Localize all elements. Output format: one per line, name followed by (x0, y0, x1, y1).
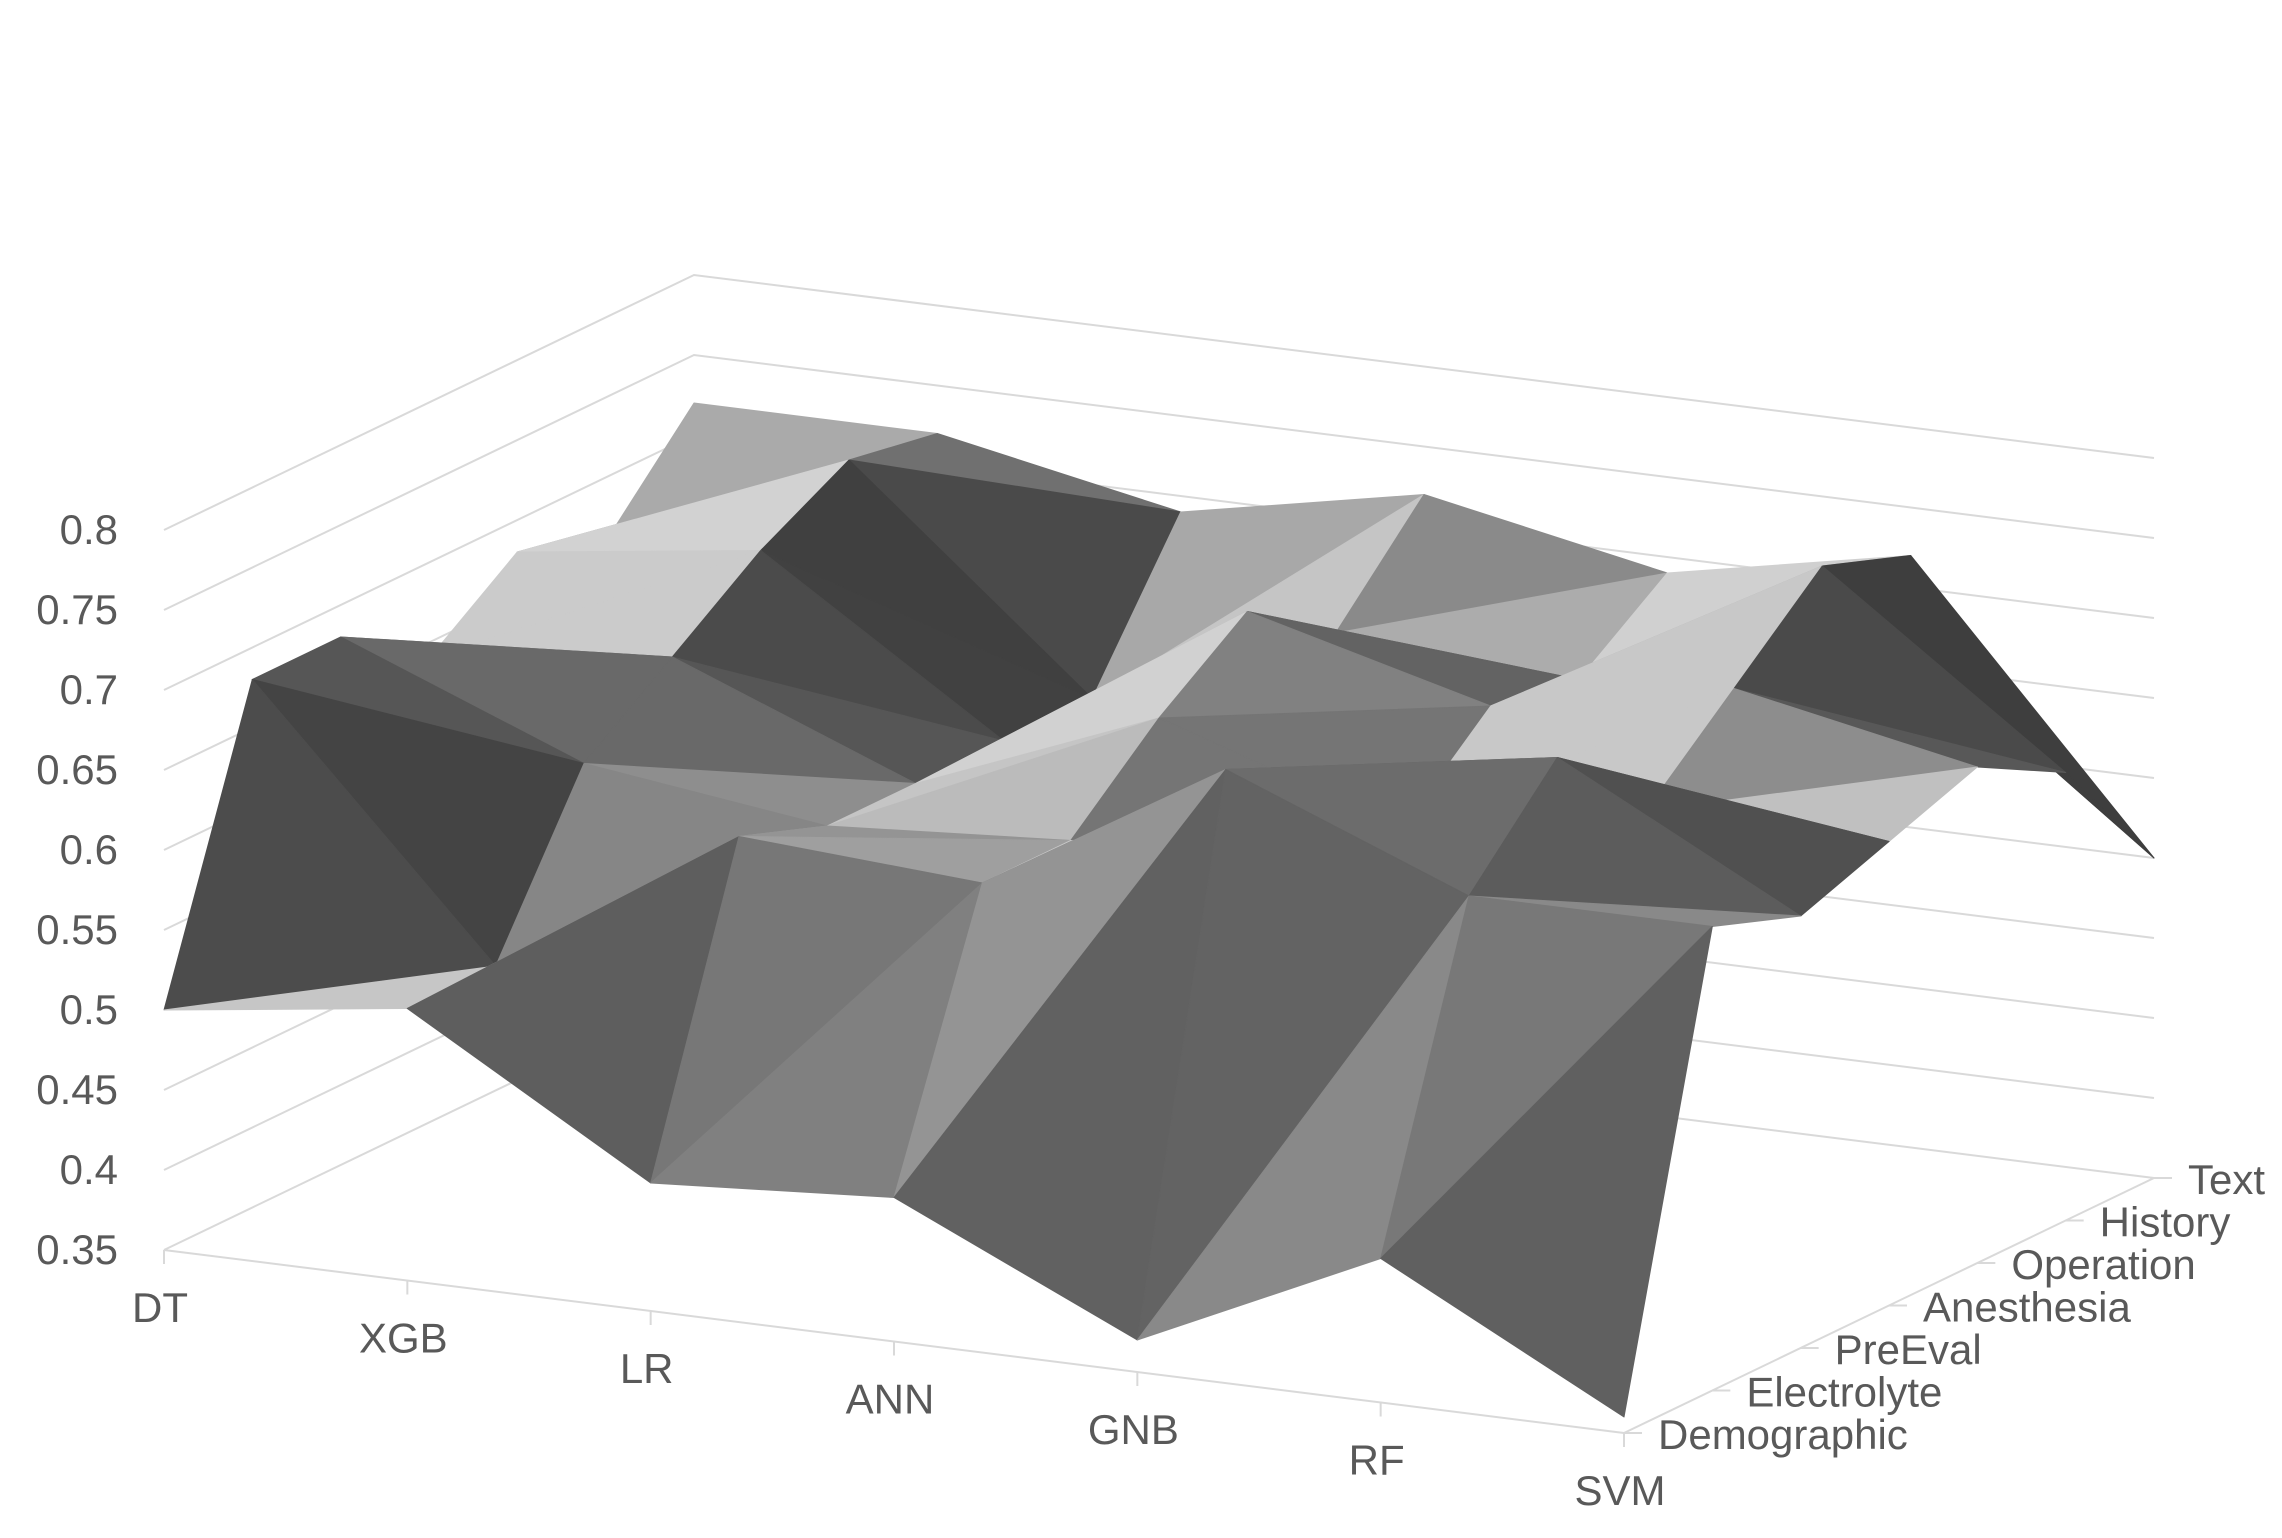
z-gridline (163, 353, 2155, 611)
z-tick-label: 0.75 (36, 586, 118, 633)
x-tick-label: XGB (359, 1315, 448, 1362)
z-tick-label: 0.55 (36, 906, 118, 953)
z-tick-label: 0.4 (60, 1146, 118, 1193)
z-tick-label: 0.7 (60, 666, 118, 713)
y-tick-label: Operation (2011, 1241, 2195, 1288)
axis-labels: 0.35 0.4 0.45 0.5 0.55 0.6 0.65 0.7 0.75 0.8 DT XGB… (36, 506, 2265, 1514)
x-tick-label: GNB (1088, 1406, 1179, 1453)
x-tick-label: SVM (1574, 1467, 1665, 1514)
z-tick-label: 0.5 (60, 986, 118, 1033)
surface-facet (1380, 926, 1713, 1418)
y-tick-label: Anesthesia (1923, 1284, 2131, 1331)
y-tick-label: History (2100, 1199, 2231, 1246)
z-tick-label: 0.8 (60, 506, 118, 553)
z-tick-label: 0.35 (36, 1226, 118, 1273)
x-tick-label: DT (132, 1284, 188, 1331)
z-tick-label: 0.45 (36, 1066, 118, 1113)
surface-plot (163, 402, 2155, 1418)
y-tick-label: Demographic (1658, 1411, 1908, 1458)
x-tick-label: LR (620, 1345, 674, 1392)
x-tick-label: RF (1349, 1437, 1405, 1484)
y-tick-label: Electrolyte (1746, 1369, 1942, 1416)
y-tick-label: PreEval (1835, 1326, 1982, 1373)
z-gridline (163, 273, 2155, 531)
z-tick-label: 0.6 (60, 826, 118, 873)
y-tick-label: Text (2188, 1156, 2265, 1203)
x-tick-label: ANN (846, 1376, 935, 1423)
z-tick-label: 0.65 (36, 746, 118, 793)
